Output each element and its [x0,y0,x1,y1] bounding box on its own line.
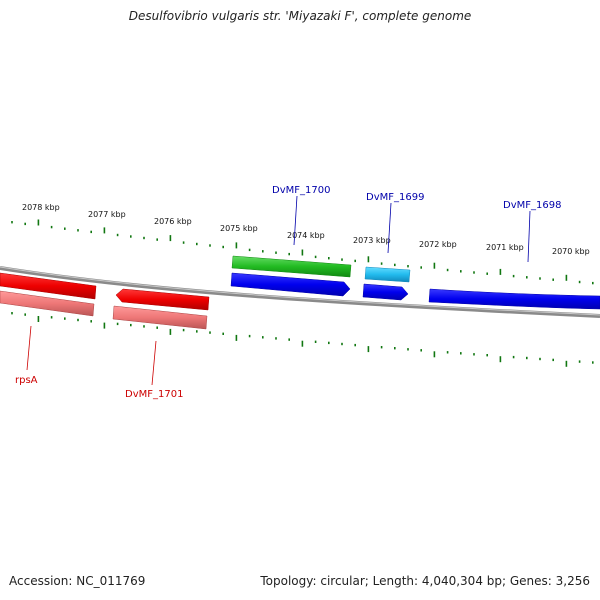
scale-label-2070: 2070 kbp [552,247,590,256]
gene-rpsa[interactable] [0,290,95,317]
map-title: Desulfovibrio vulgaris str. 'Miyazaki F'… [128,9,472,23]
label-dvmf-1698: DvMF_1698 [503,200,561,211]
cds-dvmf-1699[interactable] [362,283,409,301]
genome-backbone [0,266,600,318]
cds-rpsa[interactable] [0,272,97,300]
cds-dvmf-1701[interactable] [115,288,210,311]
scale-label-2073: 2073 kbp [353,236,391,245]
scale-label-2076: 2076 kbp [154,217,192,226]
gene-dvmf-1699[interactable] [364,266,411,283]
genome-summary-text: Topology: circular; Length: 4,040,304 bp… [260,574,590,588]
gene-dvmf-1701[interactable] [112,305,208,330]
scale-label-2071: 2071 kbp [486,243,524,252]
leader-rpsa [26,325,32,371]
label-rpsa: rpsA [15,375,38,386]
gene-dvmf-1700[interactable] [231,255,352,278]
accession-text: Accession: NC_011769 [9,574,146,588]
cds-dvmf-1700[interactable] [230,272,351,297]
label-dvmf-1700: DvMF_1700 [272,185,330,196]
leader-dvmf-1700 [293,195,298,246]
leader-dvmf-1698 [527,210,531,263]
label-dvmf-1701: DvMF_1701 [125,389,183,400]
label-dvmf-1699: DvMF_1699 [366,192,424,203]
scale-label-2074: 2074 kbp [287,231,325,240]
leader-dvmf-1701 [151,340,157,386]
leader-dvmf-1699 [387,202,392,254]
scale-label-2078: 2078 kbp [22,203,60,212]
scale-label-2072: 2072 kbp [419,240,457,249]
scale-label-2077: 2077 kbp [88,210,126,219]
scale-label-2075: 2075 kbp [220,224,258,233]
inner-scale-ticks [11,312,594,367]
outer-scale-ticks [11,219,594,285]
genome-backbone-highlight [0,266,600,316]
cds-dvmf-1698[interactable] [428,288,600,310]
